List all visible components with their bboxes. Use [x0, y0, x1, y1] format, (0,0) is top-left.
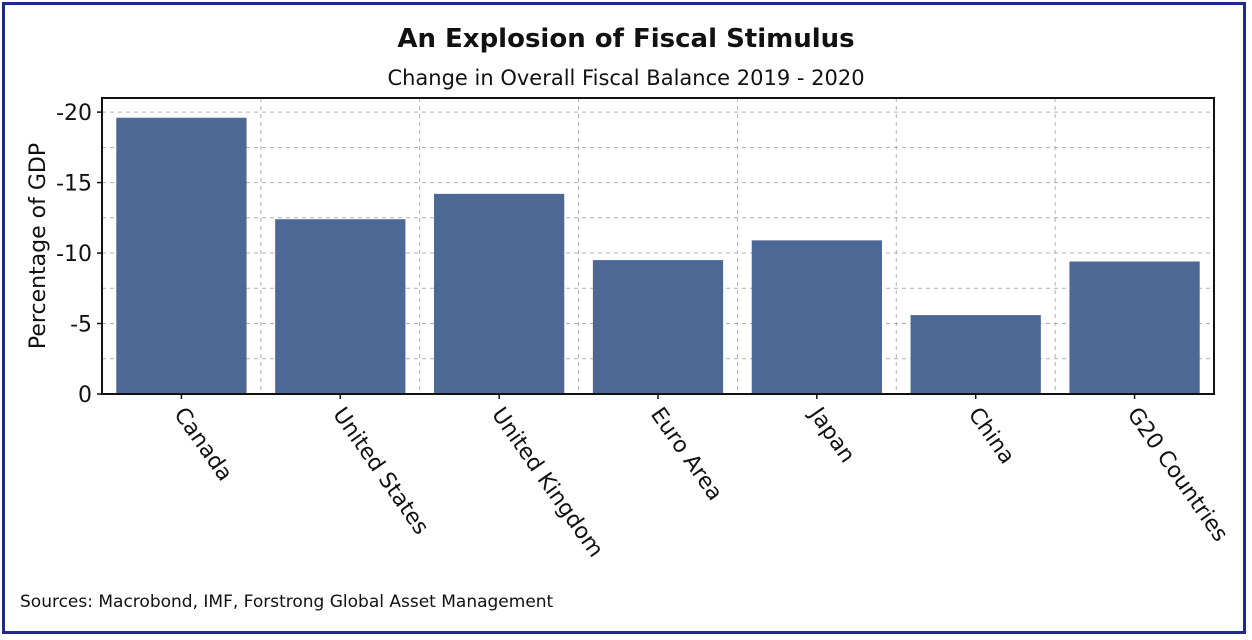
y-tick-label: -5: [70, 313, 92, 338]
bar-canada: [116, 117, 247, 394]
bar-china: [910, 315, 1041, 394]
bar-united-kingdom: [434, 193, 565, 394]
bars: [116, 117, 1200, 394]
bar-japan: [751, 240, 882, 394]
x-tick-label: United States: [327, 403, 433, 539]
x-tick-label: Canada: [169, 403, 237, 486]
y-tick-label: 0: [78, 383, 92, 408]
x-tick-label: Euro Area: [645, 403, 727, 505]
bar-g20-countries: [1069, 261, 1200, 394]
x-tick-label: United Kingdom: [486, 403, 608, 562]
y-tick-label: -20: [56, 101, 92, 126]
x-tick-label: Japan: [803, 401, 860, 467]
chart-title: An Explosion of Fiscal Stimulus: [397, 24, 855, 54]
x-tick-label: G20 Countries: [1122, 403, 1233, 546]
bar-euro-area: [592, 260, 724, 394]
y-axis-title: Percentage of GDP: [26, 143, 51, 349]
y-tick-label: -15: [56, 172, 92, 197]
y-tick-label: -10: [56, 242, 92, 267]
chart-subtitle: Change in Overall Fiscal Balance 2019 - …: [387, 66, 865, 90]
x-axis: Canada United States United Kingdom Euro Ar…: [169, 394, 1233, 562]
x-tick-label: China: [963, 403, 1020, 469]
bar-united-states: [275, 219, 406, 394]
source-note: Sources: Macrobond, IMF, Forstrong Globa…: [20, 592, 554, 612]
y-axis: 0 -5 -10 -15 -20: [56, 101, 102, 408]
